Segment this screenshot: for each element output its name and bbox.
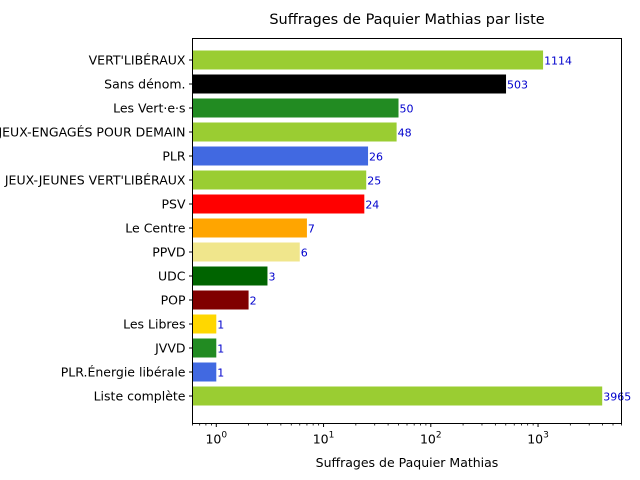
y-tick-label: Le Centre bbox=[125, 221, 186, 236]
y-tick-label: JEUX-ENGAGÉS POUR DEMAIN bbox=[0, 125, 186, 140]
value-label: 26 bbox=[369, 151, 383, 164]
y-tick-label: Les Vert·e·s bbox=[113, 101, 185, 116]
bar bbox=[192, 50, 544, 70]
value-label: 503 bbox=[507, 79, 528, 92]
y-tick-label: JEUX-JEUNES VERT'LIBÉRAUX bbox=[4, 173, 186, 188]
y-tick-label: Liste complète bbox=[94, 389, 186, 404]
value-label: 25 bbox=[367, 175, 381, 188]
y-tick-label: VERT'LIBÉRAUX bbox=[89, 53, 186, 68]
bar bbox=[192, 170, 367, 190]
value-label: 2 bbox=[250, 295, 257, 308]
x-tick-label: 100 bbox=[205, 431, 227, 447]
bar bbox=[192, 242, 300, 262]
plot-frame bbox=[192, 38, 622, 424]
value-label: 24 bbox=[365, 199, 379, 212]
y-tick-label: POP bbox=[161, 293, 186, 308]
bar bbox=[192, 290, 249, 310]
bar bbox=[192, 146, 369, 166]
value-label: 3965 bbox=[603, 391, 631, 404]
value-label: 50 bbox=[400, 103, 414, 116]
bar bbox=[192, 314, 217, 334]
y-tick-label: JVVD bbox=[154, 341, 185, 356]
bar bbox=[192, 362, 217, 382]
value-labels-layer: 1114 503 50 48 26 25 24 76 32 1 1 1 3965 bbox=[217, 55, 631, 404]
bar bbox=[192, 122, 397, 142]
value-label: 7 bbox=[308, 223, 315, 236]
value-label: 1 bbox=[217, 319, 224, 332]
bar bbox=[192, 266, 268, 286]
y-tick-label: Sans dénom. bbox=[104, 77, 185, 92]
bar bbox=[192, 338, 217, 358]
value-label: 3 bbox=[268, 271, 275, 284]
bar bbox=[192, 74, 507, 94]
value-label: 1114 bbox=[544, 55, 572, 68]
bar bbox=[192, 218, 307, 238]
y-tick-label: UDC bbox=[158, 269, 186, 284]
x-tick-label: 102 bbox=[420, 431, 442, 447]
value-label: 48 bbox=[398, 127, 412, 140]
value-label: 1 bbox=[217, 343, 224, 356]
y-axis: VERT'LIBÉRAUX Sans dénom. Les Vert·e·s JEUX… bbox=[0, 53, 193, 404]
bar bbox=[192, 194, 365, 214]
y-tick-label: PPVD bbox=[152, 245, 185, 260]
x-tick-label: 103 bbox=[527, 431, 549, 447]
value-label: 1 bbox=[217, 367, 224, 380]
x-tick-label: 101 bbox=[313, 431, 335, 447]
bar bbox=[192, 386, 603, 406]
bars-layer bbox=[192, 50, 603, 406]
chart-title: Suffrages de Paquier Mathias par liste bbox=[269, 12, 544, 28]
y-tick-label: Les Libres bbox=[123, 317, 185, 332]
y-tick-label: PLR bbox=[162, 149, 186, 164]
y-tick-label: PSV bbox=[161, 197, 185, 212]
x-axis: 100 101 102 103 bbox=[192, 423, 622, 447]
value-label: 6 bbox=[301, 247, 308, 260]
x-axis-label: Suffrages de Paquier Mathias bbox=[316, 455, 499, 470]
y-tick-label: PLR.Énergie libérale bbox=[61, 365, 186, 380]
bar bbox=[192, 98, 399, 118]
